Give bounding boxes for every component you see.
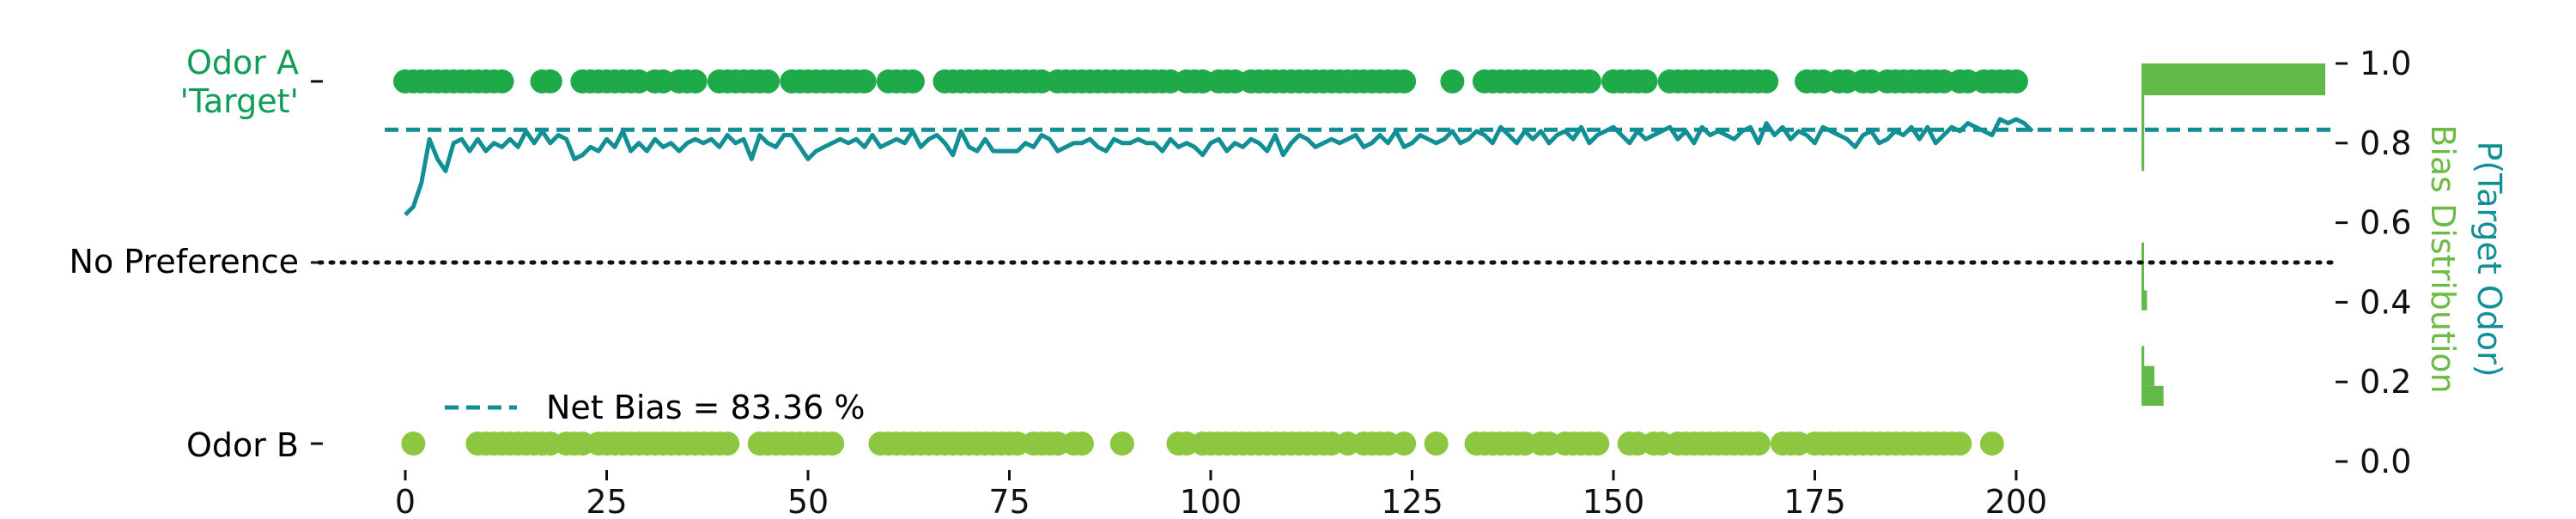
axes: 0 25 50 75 100 125 150 175 200 0.0 0.2 0.4 0.6 0.8 1.0 [311,45,2411,519]
y-tick-label: 0.4 [2360,283,2411,321]
legend: Net Bias = 83.36 % [445,389,865,426]
odor-a-trial-dots [393,69,2028,94]
odor-b-dot [401,431,426,456]
no-preference-label: No Preference [70,243,299,281]
y-tick-label: 0.2 [2360,363,2411,401]
odor-b-trial-dots [401,431,2004,456]
legend-label: Net Bias = 83.36 % [546,389,865,426]
odor-b-label: Odor B [186,426,299,464]
p-target-trace-layer [404,117,2034,217]
odor-b-dot [1109,431,1134,456]
p-target-line [404,117,2034,217]
odor-a-dot [900,69,925,94]
odor-a-dot [2004,69,2028,94]
odor-a-dot [1577,69,1601,94]
odor-a-dot [489,69,514,94]
odor-a-dot [852,69,877,94]
histogram-bar [2142,95,2145,172]
histogram-bar [2142,346,2145,366]
odor-b-dot [1069,431,1094,456]
bias-distribution-axis-label: Bias Distribution [2424,124,2462,393]
odor-b-dot [1947,431,1972,456]
x-tick-label: 25 [586,483,627,515]
bias-histogram [2142,63,2325,407]
odor-a-label: Odor A [186,44,299,81]
target-label: 'Target' [180,82,299,120]
odor-b-dot [820,431,845,456]
odor-b-dot [1392,431,1417,456]
x-tick-label: 125 [1381,483,1443,515]
odor-a-dot [538,69,562,94]
x-tick-label: 75 [988,483,1030,515]
odor-b-dot [1746,431,1771,456]
x-tick-label: 50 [787,483,829,515]
odor-a-dot [683,69,708,94]
odor-a-dot [1392,69,1417,94]
odor-b-dot [715,431,740,456]
histogram-bar [2142,385,2164,407]
y-tick-label: 0.8 [2360,124,2411,162]
odor-b-dot [1585,431,1610,456]
y-tick-label: 0.6 [2360,204,2411,242]
x-tick-label: 100 [1180,483,1242,515]
p-target-axis-label: P(Target Odor) [2470,141,2508,377]
odor-b-dot [1424,431,1449,456]
x-tick-label: 0 [395,483,416,515]
histogram-bar [2142,290,2148,311]
histogram-bar [2142,63,2325,96]
odor-a-dot [1440,69,1465,94]
histogram-bar [2142,365,2154,386]
odor-b-dot [1979,431,2004,456]
x-tick-label: 150 [1583,483,1645,515]
y-tick-label: 0.0 [2360,443,2411,480]
y-tick-label: 1.0 [2360,45,2411,82]
odor-a-dot [1633,69,1658,94]
x-tick-label: 175 [1783,483,1846,515]
x-tick-label: 200 [1985,483,2048,515]
histogram-bar [2142,242,2144,291]
odor-a-dot [756,69,781,94]
odor-a-dot [1754,69,1779,94]
